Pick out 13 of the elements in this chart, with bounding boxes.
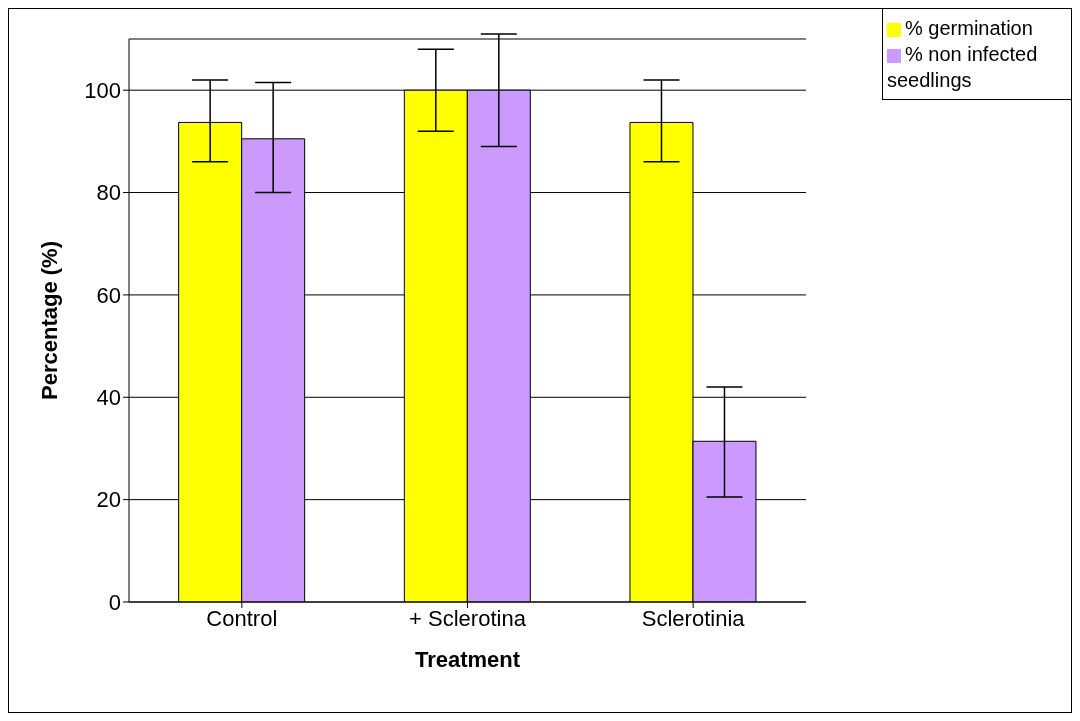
x-tick-label: Control: [206, 605, 278, 631]
x-tick-label: Sclerotinia: [641, 605, 746, 631]
y-tick-label: 100: [84, 77, 121, 103]
legend-label: % germination: [905, 17, 1033, 39]
x-tick-label: + Sclerotina: [409, 605, 527, 631]
y-tick-label: 60: [96, 282, 121, 308]
y-tick-label: 0: [108, 589, 121, 615]
y-tick-label: 20: [96, 487, 121, 513]
y-tick-label: 40: [96, 385, 121, 411]
y-axis-title: Percentage (%): [36, 241, 62, 400]
y-tick-label: 80: [96, 180, 121, 206]
x-axis-title: Treatment: [414, 647, 521, 672]
legend-label: % non infected seedlings: [887, 43, 1038, 91]
